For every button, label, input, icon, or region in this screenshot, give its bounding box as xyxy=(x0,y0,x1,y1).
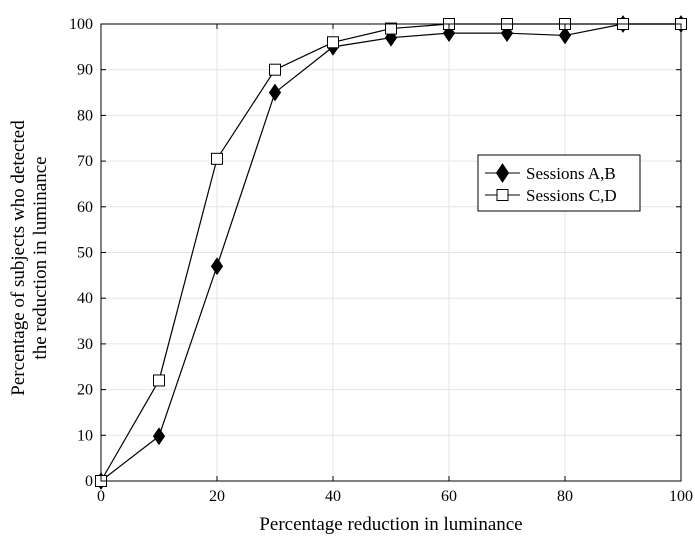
data-point-sessions-ab xyxy=(210,257,224,276)
y-tick-labels: 0 10 20 30 40 50 60 70 80 90 100 xyxy=(69,16,93,490)
x-tick-labels: 0 20 40 60 80 100 xyxy=(97,488,693,505)
y-tick-label: 100 xyxy=(69,16,93,33)
x-tick-label: 20 xyxy=(209,488,225,505)
x-tick-label: 0 xyxy=(97,488,105,505)
y-axis-label-line-2: the reduction in luminance xyxy=(30,156,51,359)
y-tick-label: 70 xyxy=(77,153,93,170)
data-point-sessions-cd xyxy=(153,374,165,387)
x-tick-label: 40 xyxy=(325,488,341,505)
x-tick-label: 60 xyxy=(441,488,457,505)
legend-marker-sessions-ab xyxy=(495,163,510,183)
x-axis-label: Percentage reduction in luminance xyxy=(259,514,522,535)
x-tick-label: 100 xyxy=(669,488,693,505)
y-axis-label-line-1: Percentage of subjects who detected xyxy=(8,120,29,396)
legend-label-sessions-cd: Sessions C,D xyxy=(526,186,617,205)
y-tick-label: 20 xyxy=(77,382,93,399)
y-tick-label: 10 xyxy=(77,427,93,444)
x-tick-label: 80 xyxy=(557,488,573,505)
y-tick-label: 0 xyxy=(85,473,93,490)
y-tick-label: 30 xyxy=(77,336,93,353)
y-tick-label: 60 xyxy=(77,199,93,216)
data-point-sessions-cd xyxy=(211,152,223,165)
legend-box xyxy=(477,154,641,212)
data-point-sessions-cd xyxy=(327,36,339,49)
y-tick-label: 90 xyxy=(77,62,93,79)
y-tick-label: 80 xyxy=(77,107,93,124)
legend-label-sessions-ab: Sessions A,B xyxy=(526,164,616,183)
legend: Sessions A,B Sessions C,D xyxy=(477,154,641,212)
grid-lines xyxy=(100,23,682,482)
data-point-sessions-ab xyxy=(268,83,282,102)
data-point-sessions-cd xyxy=(269,63,281,76)
y-axis-label: Percentage of subjects who detected the … xyxy=(8,120,51,396)
axis-ticks xyxy=(100,23,682,482)
y-tick-label: 50 xyxy=(77,245,93,262)
data-point-sessions-cd xyxy=(385,22,397,35)
data-point-sessions-ab xyxy=(558,26,572,45)
y-tick-label: 40 xyxy=(77,290,93,307)
data-point-sessions-ab xyxy=(152,427,166,446)
legend-marker-sessions-cd xyxy=(496,189,509,201)
